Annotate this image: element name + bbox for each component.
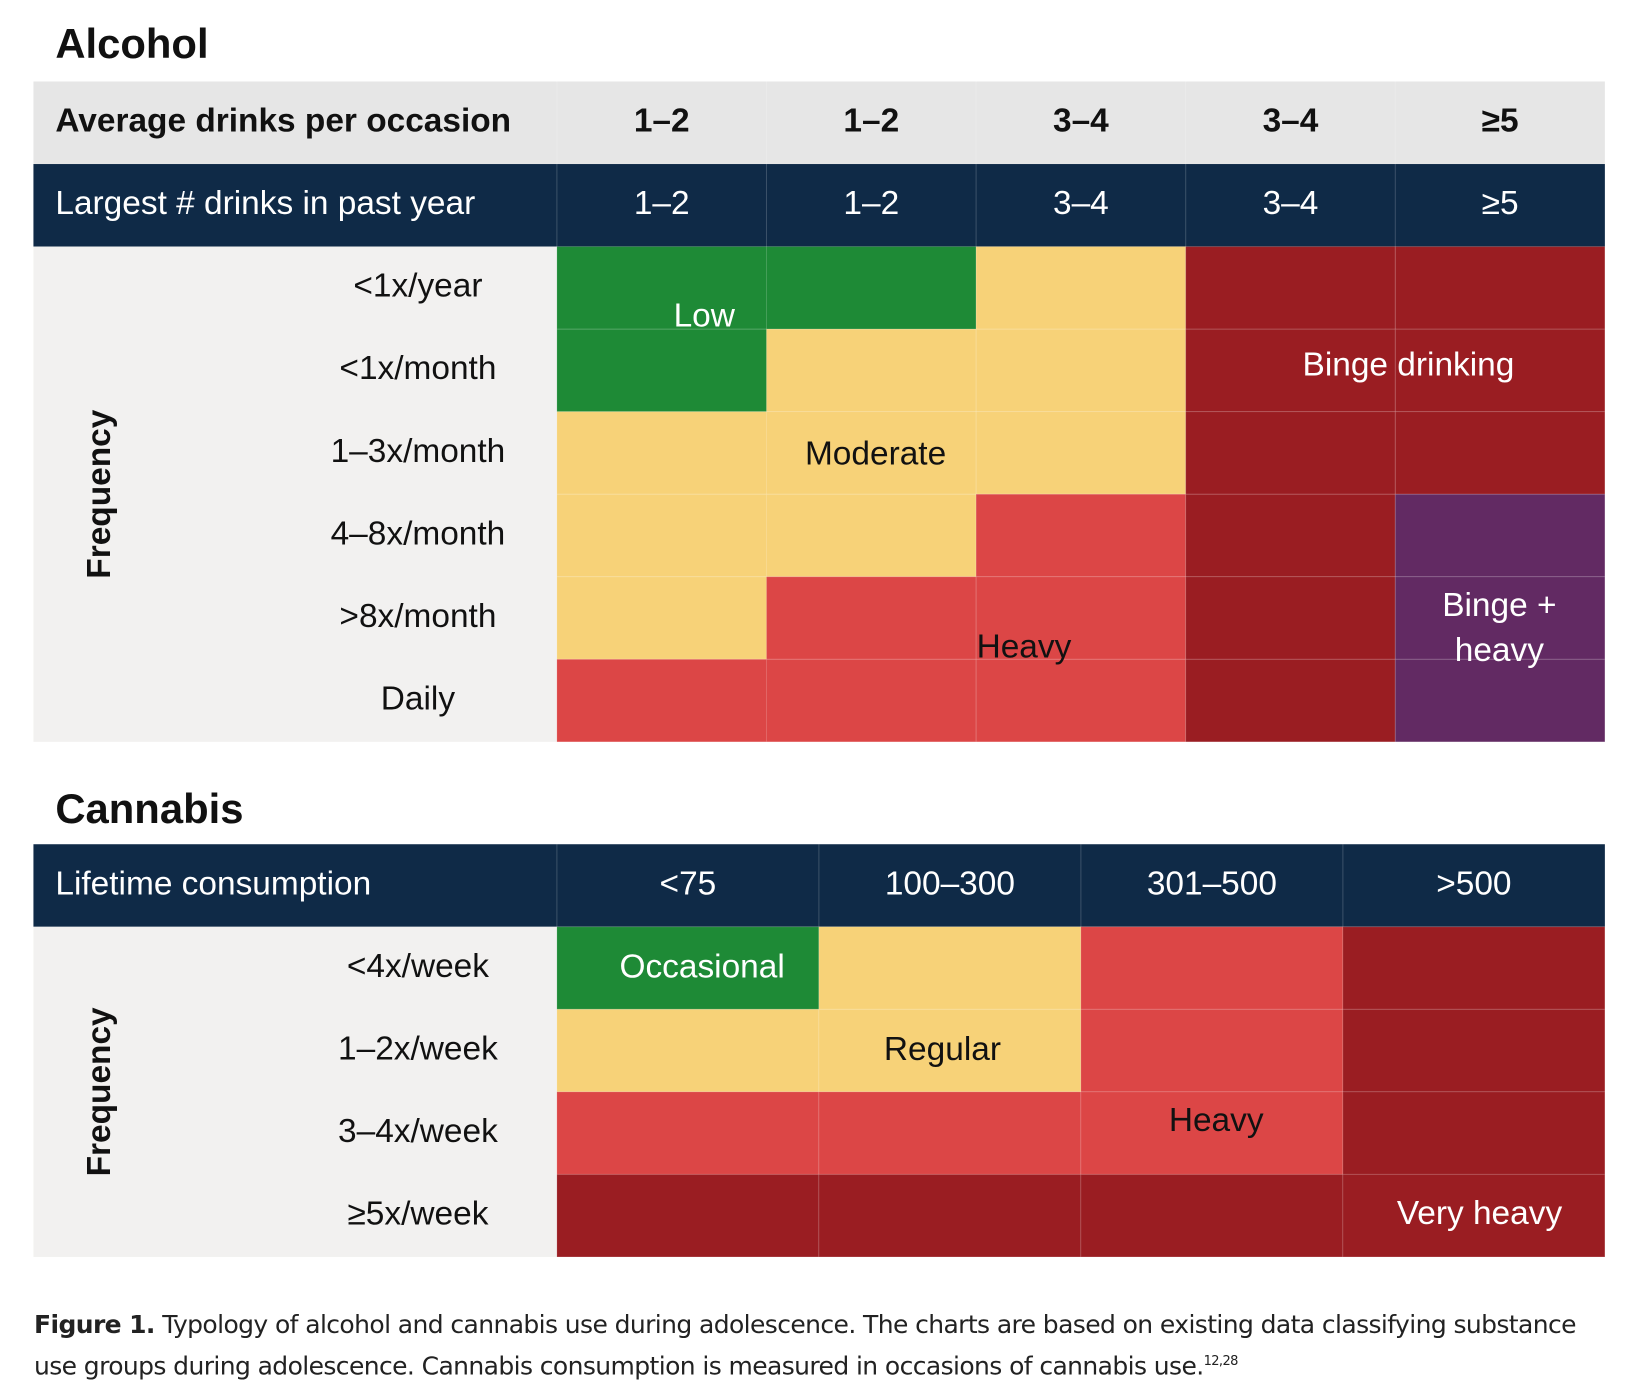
header-value: 3–4 <box>1053 185 1109 222</box>
group-label: heavy <box>1455 632 1544 669</box>
cell <box>556 658 768 743</box>
cell <box>975 246 1187 330</box>
cell <box>975 493 1187 578</box>
cell <box>1394 411 1606 495</box>
group-label: Heavy <box>1169 1102 1264 1139</box>
cell <box>1185 658 1396 743</box>
cell <box>765 493 977 578</box>
header-value: <75 <box>660 865 717 902</box>
cell <box>765 246 977 330</box>
header-value: 100–300 <box>885 865 1015 902</box>
cell <box>1185 246 1396 330</box>
label-column <box>33 926 557 1257</box>
row-label: ≥5x/week <box>347 1196 488 1233</box>
cell <box>1394 576 1606 660</box>
header-label: Largest # drinks in past year <box>55 185 475 222</box>
header-value: >500 <box>1436 865 1511 902</box>
cell <box>556 411 768 495</box>
group-label: Occasional <box>619 948 784 985</box>
cell <box>556 926 820 1010</box>
cell <box>556 328 768 413</box>
row-label: 1–2x/week <box>338 1030 498 1067</box>
cell <box>818 926 1082 1010</box>
cell <box>556 1173 820 1258</box>
label-column <box>33 246 557 742</box>
header-row <box>33 164 1605 247</box>
cell <box>765 328 977 413</box>
axis-label: Frequency <box>81 1007 118 1176</box>
cell <box>1394 493 1606 578</box>
cell <box>1185 493 1396 578</box>
header-value: 3–4 <box>1263 103 1319 140</box>
header-value: ≥5 <box>1482 185 1519 222</box>
cell <box>1185 328 1396 413</box>
cell <box>556 576 768 660</box>
group-label: Low <box>674 297 736 334</box>
cell <box>556 1008 820 1093</box>
header-label: Lifetime consumption <box>55 865 371 902</box>
cell <box>765 411 977 495</box>
axis-label: Frequency <box>81 409 118 578</box>
cell <box>818 1173 1082 1258</box>
cell <box>556 493 768 578</box>
group-label: Regular <box>884 1031 1001 1068</box>
row-label: 3–4x/week <box>338 1113 498 1150</box>
header-value: 1–2 <box>634 103 690 140</box>
row-label: <1x/month <box>339 350 496 387</box>
row-label: <4x/week <box>347 948 489 985</box>
row-label: >8x/month <box>339 598 496 635</box>
header-value: 301–500 <box>1147 865 1277 902</box>
header-value: 3–4 <box>1263 185 1319 222</box>
caption-text: Typology of alcohol and cannabis use dur… <box>34 1310 1577 1381</box>
cell <box>1394 328 1606 413</box>
header-row <box>33 81 1605 165</box>
cell <box>1342 1008 1606 1093</box>
section-title: Cannabis <box>55 785 243 832</box>
cell <box>975 411 1187 495</box>
cell <box>1394 658 1606 743</box>
group-label: Very heavy <box>1397 1195 1563 1232</box>
group-label: Heavy <box>977 629 1072 666</box>
cell <box>1342 926 1606 1010</box>
cell <box>818 1091 1082 1175</box>
cell <box>765 576 977 660</box>
section-title: Alcohol <box>55 20 208 67</box>
cell <box>1080 1008 1344 1093</box>
group-label: Binge drinking <box>1303 347 1515 384</box>
row-label: 4–8x/month <box>331 515 506 552</box>
header-value: 3–4 <box>1053 103 1109 140</box>
cell <box>1185 576 1396 660</box>
header-value: 1–2 <box>634 185 690 222</box>
header-value: 1–2 <box>843 185 899 222</box>
header-value: ≥5 <box>1482 103 1519 140</box>
cell <box>975 658 1187 743</box>
group-label: Moderate <box>805 435 946 472</box>
cell <box>975 576 1187 660</box>
caption-label: Figure 1. <box>34 1310 155 1339</box>
caption-superscript: 12,28 <box>1203 1354 1239 1369</box>
cell <box>1342 1091 1606 1175</box>
group-label: Binge + <box>1442 587 1556 624</box>
cell <box>1394 246 1606 330</box>
cell <box>1080 1173 1344 1258</box>
cell <box>1080 926 1344 1010</box>
cell <box>556 246 768 330</box>
row-label: <1x/year <box>353 268 482 305</box>
cell <box>818 1008 1082 1093</box>
cell <box>1080 1091 1344 1175</box>
header-row <box>33 844 1605 927</box>
header-value: 1–2 <box>843 103 899 140</box>
header-label: Average drinks per occasion <box>55 103 511 140</box>
caption: Figure 1. Typology of alcohol and cannab… <box>34 1306 1624 1384</box>
cell <box>556 1091 820 1175</box>
row-label: 1–3x/month <box>331 433 506 470</box>
cell <box>765 658 977 743</box>
cell <box>975 328 1187 413</box>
cell <box>1185 411 1396 495</box>
row-label: Daily <box>381 680 456 717</box>
cell <box>1342 1173 1606 1258</box>
